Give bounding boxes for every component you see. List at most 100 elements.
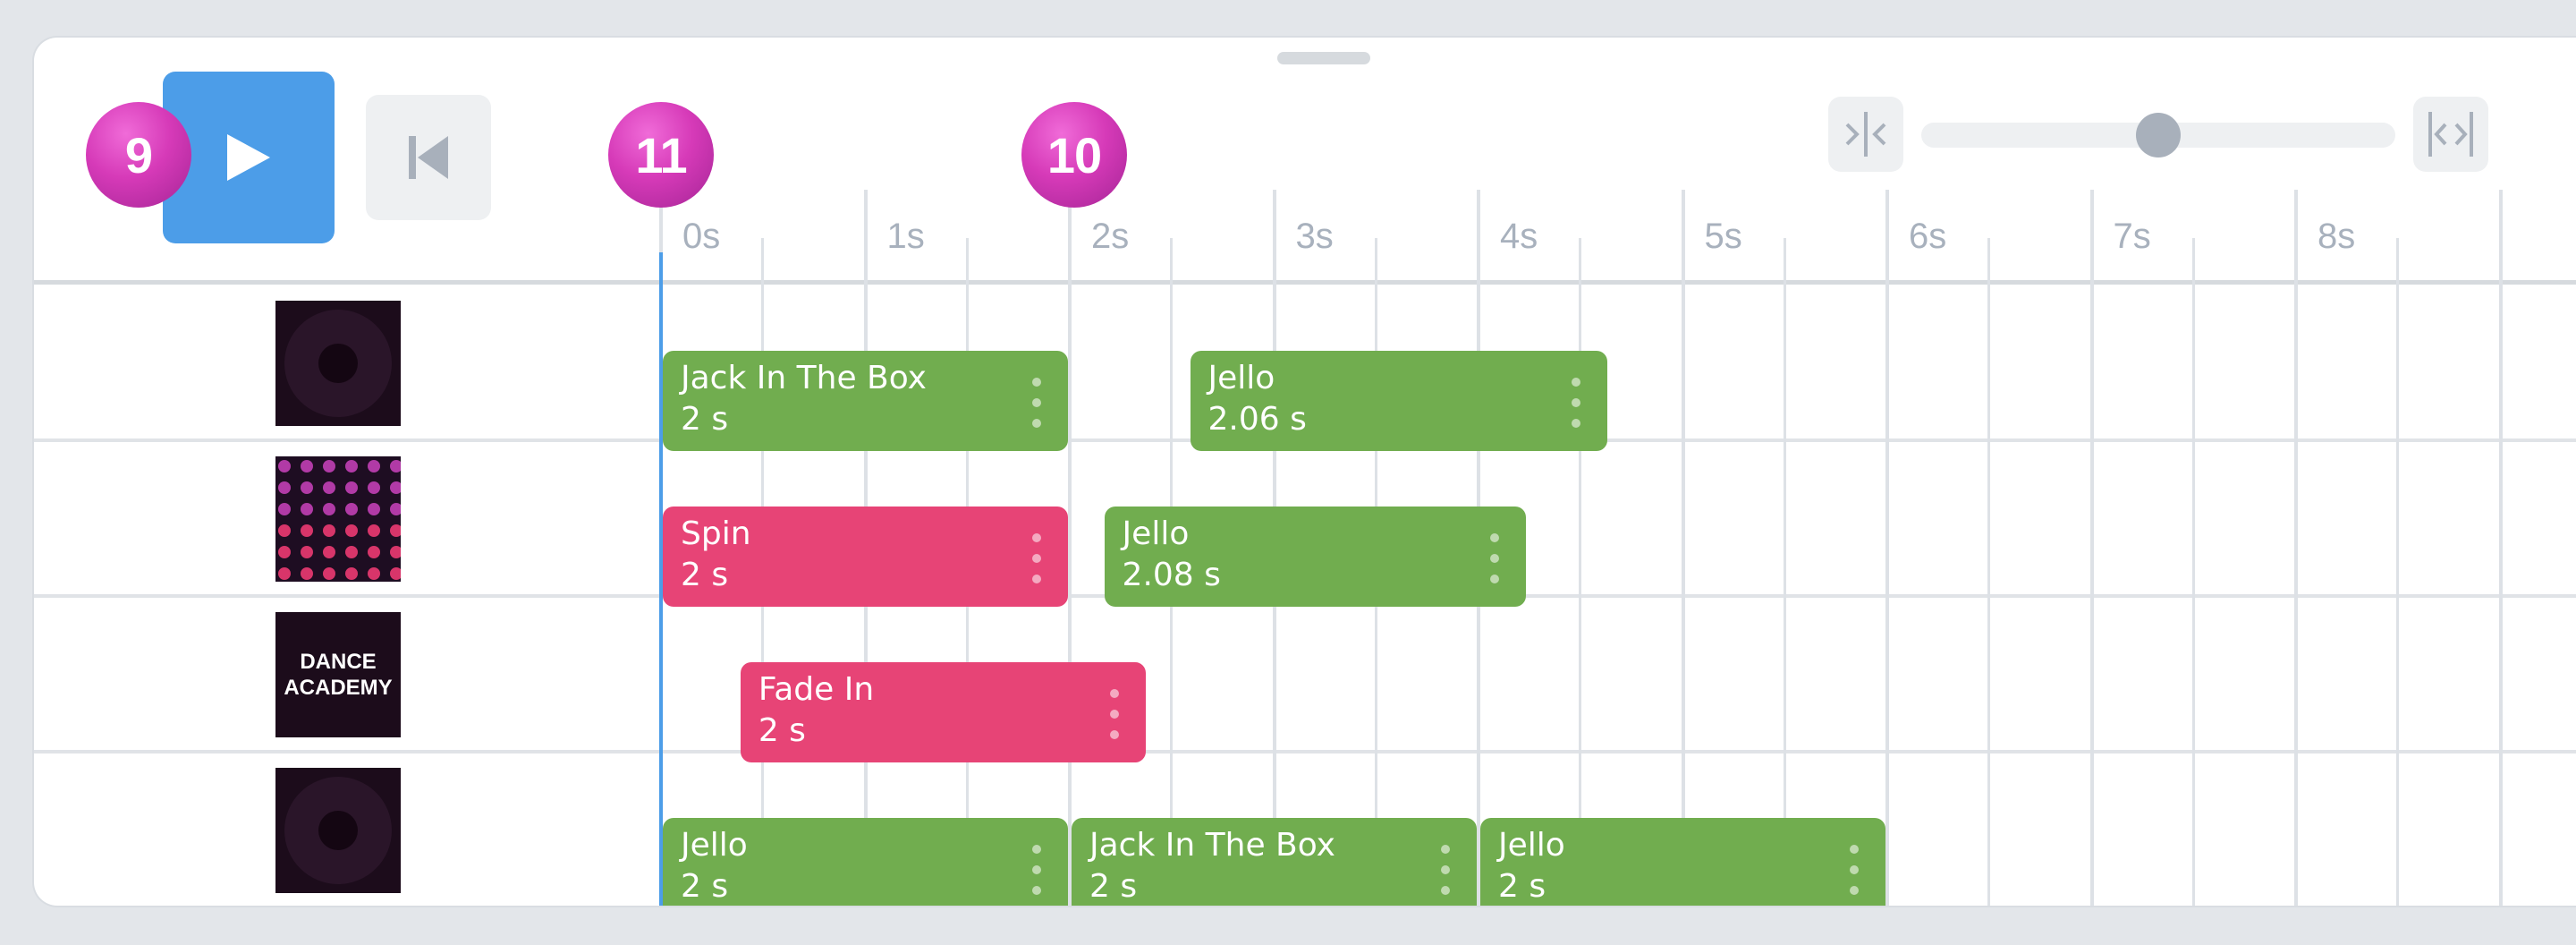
dot — [1850, 886, 1859, 895]
ruler-major-tick — [1681, 190, 1685, 906]
clip-duration: 2 s — [758, 712, 806, 749]
circle-image — [284, 310, 392, 417]
dot — [1032, 554, 1041, 563]
clip-duration: 2 s — [681, 557, 729, 593]
ruler-tick-label: 4s — [1500, 217, 1538, 256]
more-options-icon[interactable] — [1109, 689, 1119, 739]
dot — [1032, 865, 1041, 874]
dot-shape — [390, 567, 401, 580]
animation-clip[interactable]: Jack In The Box 2 s — [1072, 818, 1477, 906]
dot — [1572, 398, 1581, 407]
animation-clip[interactable]: Jello 2.08 s — [1104, 507, 1526, 607]
animation-clip[interactable]: Jello 2 s — [663, 818, 1068, 906]
ruler-tick-label: 0s — [682, 217, 721, 256]
dot — [1489, 554, 1499, 563]
dot-shape — [278, 460, 291, 472]
track-thumbnail[interactable] — [275, 301, 401, 426]
dot-shape — [323, 481, 335, 494]
dot-shape — [368, 524, 380, 537]
dot-shape — [301, 567, 313, 580]
dot-shape — [345, 567, 358, 580]
ruler-major-tick — [2498, 190, 2503, 906]
more-options-icon[interactable] — [1032, 845, 1041, 895]
dot — [1109, 689, 1119, 698]
dot-shape — [390, 460, 401, 472]
zoom-out-button[interactable] — [2413, 97, 2488, 172]
dot — [1032, 533, 1041, 542]
dots-image[interactable] — [275, 456, 401, 582]
dot-shape — [278, 481, 291, 494]
dot-shape — [368, 546, 380, 558]
clip-duration: 2.06 s — [1208, 401, 1307, 438]
play-button[interactable] — [163, 72, 335, 243]
dot-shape — [390, 524, 401, 537]
more-options-icon[interactable] — [1441, 845, 1450, 895]
clip-name: Fade In — [758, 671, 875, 708]
ruler-tick-label: 6s — [1909, 217, 1947, 256]
ruler-minor-tick — [2191, 238, 2195, 906]
track-thumbnail[interactable] — [275, 768, 401, 893]
ruler-tick-label: 5s — [1704, 217, 1742, 256]
clip-duration: 2.08 s — [1122, 557, 1221, 593]
ruler-tick-label: 1s — [886, 217, 925, 256]
more-options-icon[interactable] — [1850, 845, 1859, 895]
zoom-slider-thumb[interactable] — [2136, 113, 2181, 158]
playhead[interactable] — [659, 252, 663, 906]
ruler-major-tick — [1885, 190, 1889, 906]
dot-shape — [323, 503, 335, 515]
clip-name: Jack In The Box — [1089, 827, 1335, 864]
dot-shape — [301, 546, 313, 558]
dot-shape — [345, 524, 358, 537]
step-marker: 10 — [1021, 102, 1127, 208]
dot-shape — [345, 546, 358, 558]
more-options-icon[interactable] — [1032, 533, 1041, 583]
more-options-icon[interactable] — [1032, 378, 1041, 428]
dot-shape — [301, 503, 313, 515]
clip-name: Jello — [1122, 515, 1190, 552]
animation-clip[interactable]: Spin 2 s — [663, 507, 1068, 607]
ruler-tick-label: 2s — [1091, 217, 1130, 256]
zoom-in-button[interactable] — [1828, 97, 1903, 172]
dot-shape — [390, 546, 401, 558]
collapse-arrows-icon — [1845, 112, 1886, 157]
dot — [1032, 419, 1041, 428]
clip-duration: 2 s — [681, 401, 729, 438]
track-divider — [34, 750, 2576, 753]
logo-text: DANCE ACADEMY — [275, 612, 401, 737]
animation-clip[interactable]: Jello 2.06 s — [1190, 351, 1608, 451]
logo-image[interactable]: DANCE ACADEMY — [275, 612, 401, 737]
dot-shape — [368, 567, 380, 580]
clip-name: Jack In The Box — [681, 360, 927, 396]
play-icon — [227, 134, 270, 181]
skip-to-start-icon — [409, 136, 448, 179]
dot-shape — [390, 481, 401, 494]
dot — [1032, 886, 1041, 895]
ruler-major-tick — [1068, 190, 1072, 906]
clip-name: Jello — [1498, 827, 1565, 864]
dot-shape — [278, 524, 291, 537]
clip-name: Jello — [1208, 360, 1275, 396]
drag-handle[interactable] — [1277, 52, 1370, 64]
dot — [1109, 730, 1119, 739]
dot-shape — [323, 460, 335, 472]
dot — [1109, 710, 1119, 719]
skip-to-start-button[interactable] — [366, 95, 491, 220]
more-options-icon[interactable] — [1489, 533, 1499, 583]
zoom-slider[interactable] — [1921, 113, 2395, 158]
ruler-divider — [34, 280, 2576, 285]
ruler-minor-tick — [2396, 238, 2400, 906]
animation-clip[interactable]: Jack In The Box 2 s — [663, 351, 1068, 451]
animation-clip[interactable]: Fade In 2 s — [740, 662, 1146, 762]
ruler-minor-tick — [1579, 238, 1582, 906]
dot-shape — [301, 524, 313, 537]
dot — [1850, 865, 1859, 874]
dot-shape — [368, 503, 380, 515]
dot — [1489, 533, 1499, 542]
clip-name: Jello — [681, 827, 748, 864]
animation-clip[interactable]: Jello 2 s — [1480, 818, 1885, 906]
dot-shape — [323, 546, 335, 558]
dot — [1441, 886, 1450, 895]
more-options-icon[interactable] — [1572, 378, 1581, 428]
dot-shape — [323, 524, 335, 537]
dot-shape — [368, 481, 380, 494]
